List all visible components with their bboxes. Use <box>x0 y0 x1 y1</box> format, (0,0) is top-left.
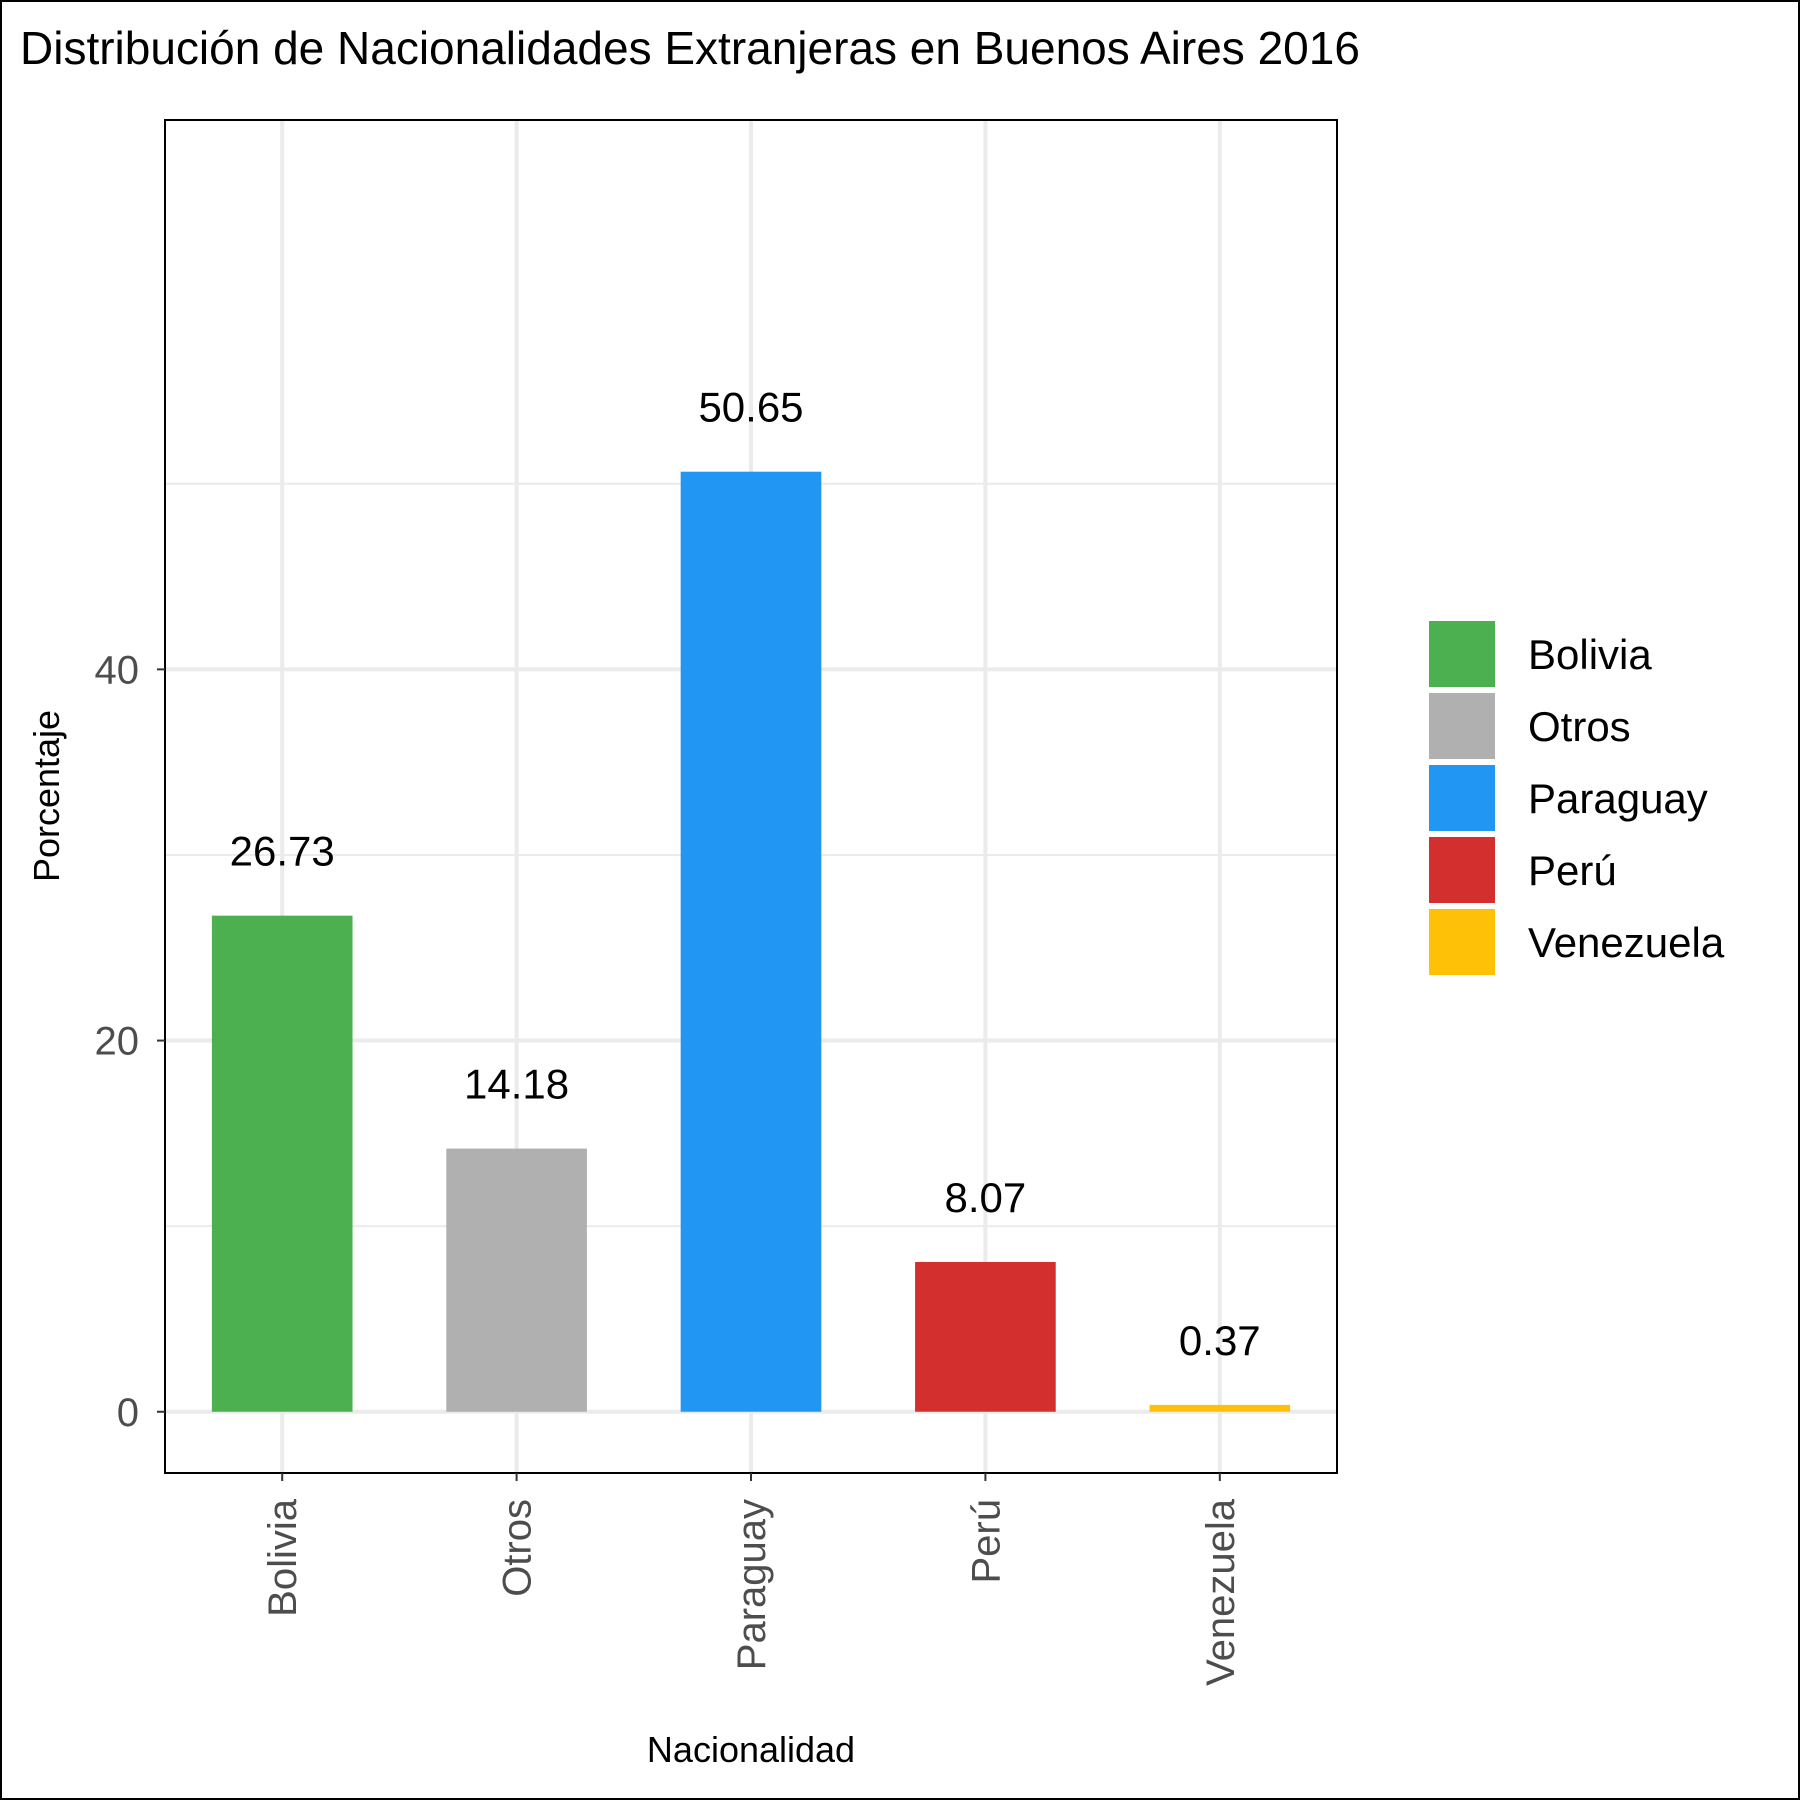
data-label: 8.07 <box>945 1174 1027 1221</box>
x-tick-label: Paraguay <box>730 1499 774 1670</box>
y-tick-label: 0 <box>117 1391 139 1435</box>
data-label: 26.73 <box>230 828 335 875</box>
x-tick-label: Bolivia <box>261 1498 305 1617</box>
legend-swatch <box>1429 765 1495 831</box>
bar <box>211 915 353 1412</box>
legend-swatch <box>1429 837 1495 903</box>
legend-label: Bolivia <box>1528 631 1652 678</box>
data-labels: 26.73 14.18 50.65 8.07 0.37 <box>230 384 1261 1364</box>
y-axis-title: Porcentaje <box>26 710 67 882</box>
data-label: 50.65 <box>698 384 803 431</box>
data-label: 14.18 <box>464 1061 569 1108</box>
data-label: 0.37 <box>1179 1317 1261 1364</box>
bars <box>211 471 1291 1412</box>
chart-title: Distribución de Nacionalidades Extranjer… <box>20 22 1360 74</box>
legend-swatch <box>1429 621 1495 687</box>
bar <box>915 1261 1056 1412</box>
y-tick-label: 20 <box>95 1020 140 1064</box>
bar <box>446 1148 587 1412</box>
y-tick-label: 40 <box>95 648 140 692</box>
legend-label: Otros <box>1528 703 1631 750</box>
x-tick-label: Perú <box>964 1499 1008 1584</box>
legend-label: Paraguay <box>1528 775 1708 822</box>
bar <box>680 471 822 1412</box>
y-axis-ticks: 0 20 40 <box>95 648 165 1435</box>
x-tick-label: Otros <box>496 1499 540 1597</box>
legend-label: Perú <box>1528 847 1617 894</box>
legend: Bolivia Otros Paraguay Perú Venezuela <box>1429 621 1725 975</box>
bar <box>1149 1404 1291 1412</box>
x-axis-title: Nacionalidad <box>647 1729 855 1770</box>
legend-label: Venezuela <box>1528 919 1725 966</box>
x-axis-ticks: Bolivia Otros Paraguay Perú Venezuela <box>261 1473 1243 1686</box>
legend-swatch <box>1429 693 1495 759</box>
legend-swatch <box>1429 909 1495 975</box>
x-tick-label: Venezuela <box>1199 1498 1243 1686</box>
